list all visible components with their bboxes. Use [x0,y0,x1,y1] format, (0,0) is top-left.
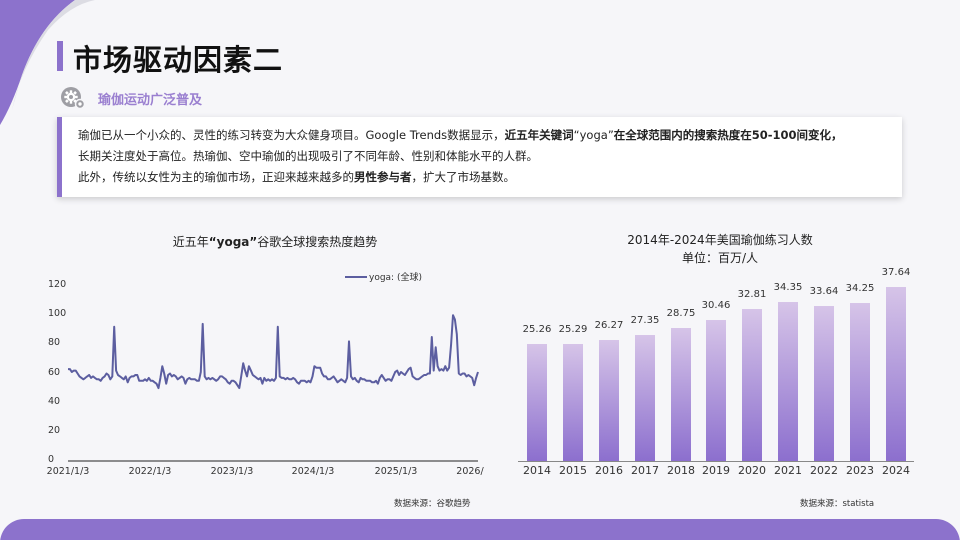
line-chart-source: 数据来源：谷歌趋势 [394,499,471,509]
intro-text-box: 瑜伽已从一个小众的、灵性的练习转变为大众健身项目。Google Trends数据… [57,117,902,197]
bar-value-label: 25.26 [522,324,552,336]
bar-category-label: 2022 [810,464,838,477]
y-tick-label: 40 [48,395,61,407]
intro-bold-text: 近五年关键词 [504,128,574,142]
bar-value-label: 34.25 [845,282,875,294]
section-subheading: 瑜伽运动广泛普及 [60,86,202,110]
bar-chart-subtitle: 单位：百万/人 [681,251,759,265]
gear-icon [60,86,86,110]
x-tick-label: 2024/1/3 [291,466,335,477]
x-tick-label: 2021/1/3 [46,466,90,477]
bar-chart-x-axis-line [518,461,914,462]
bar-2017 [635,334,655,461]
bar-2015 [563,344,583,461]
y-tick-label: 20 [48,424,61,436]
bar-value-label: 28.75 [666,308,696,320]
y-tick-label: 0 [48,454,55,465]
y-tick-label: 60 [48,366,61,378]
bar-2023 [850,302,870,461]
subtitle: 瑜伽运动广泛普及 [98,92,203,108]
bar-value-label: 33.64 [809,285,839,297]
bar-value-label: 37.64 [881,267,911,279]
intro-text: 此外，传统以女性为主的瑜伽市场，正迎来越来越多的 [78,170,354,184]
legend-swatch [345,275,367,278]
corner-decoration [0,0,95,125]
page-title: 市场驱动因素二 [73,43,284,77]
intro-text: ，扩大了市场基数。 [411,170,516,184]
x-tick-label: 2023/1/3 [210,466,254,477]
yoga-trend-line [68,314,479,390]
y-tick-label: 80 [48,337,61,349]
intro-line-2: 长期关注度处于高位。热瑜伽、空中瑜伽的出现吸引了不同年龄、性别和体能水平的人群。 [78,149,538,163]
legend-label: yoga: (全球) [369,273,422,283]
line-chart-title-keyword: “yoga” [208,235,258,249]
bar-category-label: 2024 [882,464,910,477]
bar-chart-title: 2014年-2024年美国瑜伽练习人数 [627,233,813,247]
bar-2024 [886,287,906,461]
title-accent-bar [57,41,63,71]
x-tick-label: 2022/1/3 [128,466,172,477]
intro-line-1: 瑜伽已从一个小众的、灵性的练习转变为大众健身项目。Google Trends数据… [78,125,902,146]
bar-value-label: 25.29 [558,324,588,336]
bar-2018 [671,328,691,461]
line-chart-title: 近五年“yoga”谷歌全球搜索热度趋势 [120,233,430,250]
bar-category-label: 2015 [559,464,587,477]
bar-category-label: 2018 [667,464,695,477]
x-tick-label: 2025/1/3 [374,466,418,477]
intro-bold-text: 在全球范围内的搜索热度在50-100间变化， [613,128,843,142]
bar-category-label: 2019 [702,464,730,477]
bar-2020 [742,309,762,461]
bar-category-label: 2021 [774,464,802,477]
bar-category-label: 2020 [738,464,766,477]
bar-category-label: 2016 [595,464,623,477]
y-tick-label: 120 [48,279,67,290]
intro-keyword: “yoga” [573,128,614,142]
bar-chart-source: 数据来源：statista [800,499,875,509]
bar-2019 [706,320,726,461]
bar-value-label: 26.27 [594,319,624,331]
bar-category-label: 2023 [846,464,874,477]
y-tick-label: 100 [48,308,67,320]
x-tick-label: 2026/ [456,466,484,477]
bar-value-label: 30.46 [701,300,731,312]
line-chart-title-text: 近五年 [172,235,209,249]
line-chart-title-text: 谷歌全球搜索热度趋势 [257,235,378,249]
bar-2022 [814,305,834,461]
intro-text: 瑜伽已从一个小众的、灵性的练习转变为大众健身项目。Google Trends数据… [78,128,505,142]
bar-category-label: 2014 [523,464,551,477]
bar-2021 [778,302,798,461]
bar-2016 [599,339,619,461]
line-chart-legend: yoga: (全球) [345,270,422,283]
bar-2014 [527,344,547,461]
bottom-decoration-band [0,519,960,540]
bar-value-label: 32.81 [737,289,767,301]
bar-category-label: 2017 [631,464,659,477]
intro-bold-text: 男性参与者 [354,170,412,184]
intro-line-3: 此外，传统以女性为主的瑜伽市场，正迎来越来越多的男性参与者，扩大了市场基数。 [78,167,902,188]
bar-value-label: 27.35 [630,314,660,326]
bar-value-label: 34.35 [773,282,803,294]
